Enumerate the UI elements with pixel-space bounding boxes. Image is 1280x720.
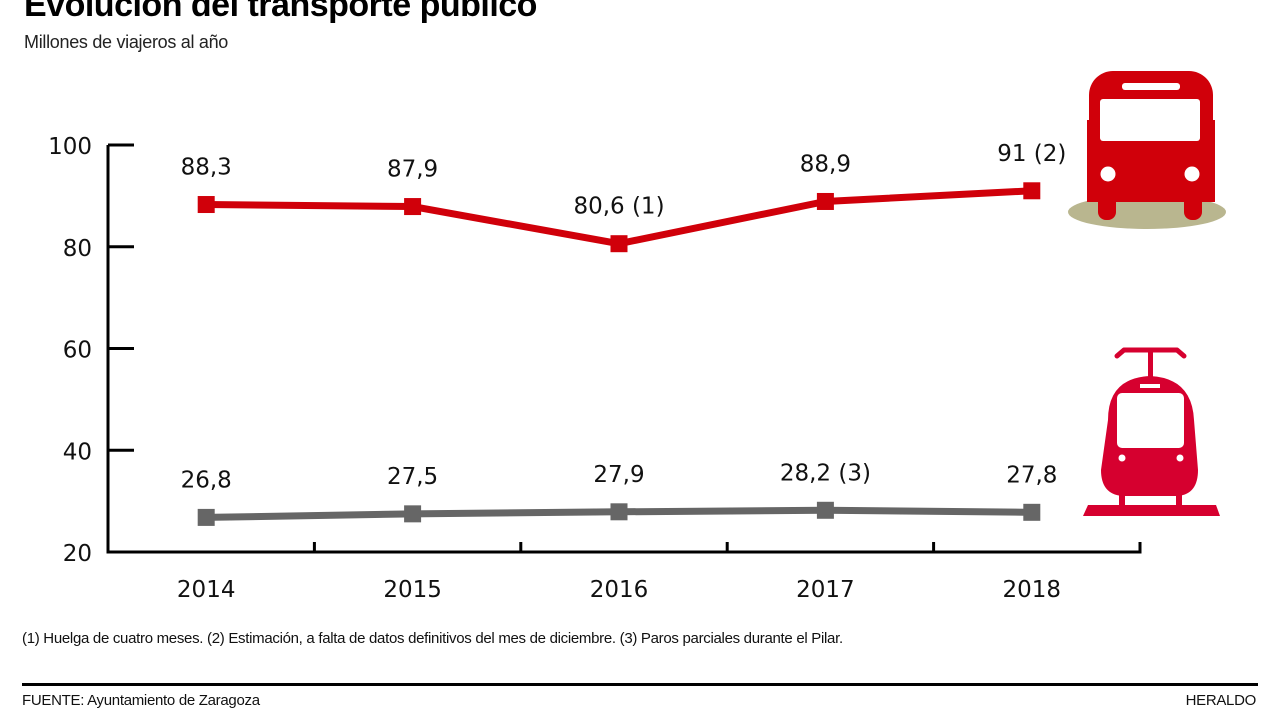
y-tick-label: 80: [63, 236, 92, 262]
data-point-tram: [1023, 503, 1041, 521]
series-layer: [197, 182, 1041, 526]
data-label-tram: 27,8: [1006, 462, 1057, 488]
x-tick-label: 2014: [177, 577, 236, 603]
data-point-tram: [197, 508, 215, 526]
tram-pole: [1148, 350, 1153, 380]
tram-left-light: [1118, 454, 1126, 462]
source-credit: FUENTE: Ayuntamiento de Zaragoza: [22, 692, 260, 709]
axes: 100 80 60 40 20 2014 2015 2016 2017 2018: [48, 134, 1142, 603]
bus-right-wheel: [1184, 192, 1202, 220]
data-point-tram: [610, 503, 628, 521]
x-tick-label: 2015: [383, 577, 442, 603]
data-point-bus: [197, 196, 215, 214]
chart-title: Evolución del transporte público: [24, 0, 537, 24]
x-tick-label: 2017: [796, 577, 855, 603]
data-point-bus: [816, 192, 834, 210]
data-point-bus: [1023, 182, 1041, 200]
tram-icon: [1083, 347, 1220, 516]
x-tick-label: 2016: [590, 577, 649, 603]
publisher-brand: HERALDO: [1185, 692, 1257, 709]
bus-right-headlight: [1184, 166, 1200, 182]
y-tick-label: 60: [63, 338, 92, 364]
tram-left-leg: [1119, 494, 1125, 506]
data-label-bus: 91 (2): [997, 141, 1066, 167]
data-label-tram: 28,2 (3): [780, 460, 871, 486]
chart-subtitle: Millones de viajeros al año: [24, 32, 229, 52]
footer-divider: [22, 683, 1258, 686]
line-chart: 100 80 60 40 20 2014 2015 2016 2017 2018 88,3 87,9…: [48, 71, 1226, 603]
tram-rail: [1083, 505, 1220, 516]
data-label-bus: 80,6 (1): [573, 194, 664, 220]
data-label-bus: 88,3: [181, 155, 232, 181]
data-label-bus: 88,9: [800, 151, 851, 177]
y-tick-label: 20: [63, 541, 92, 567]
bus-windshield: [1100, 99, 1200, 141]
x-tick-label: 2018: [1003, 577, 1062, 603]
data-label-tram: 26,8: [181, 467, 232, 493]
data-point-tram: [816, 501, 834, 519]
y-tick-label: 100: [48, 134, 92, 160]
tram-headsign: [1140, 384, 1160, 388]
data-point-bus: [404, 198, 422, 216]
y-tick-label: 40: [63, 439, 92, 465]
bus-left-wheel: [1098, 192, 1116, 220]
data-label-bus: 87,9: [387, 157, 438, 183]
bus-icon: [1068, 71, 1226, 229]
footnote: (1) Huelga de cuatro meses. (2) Estimaci…: [22, 630, 843, 647]
tram-right-light: [1176, 454, 1184, 462]
data-label-tram: 27,5: [387, 464, 438, 490]
tram-windshield: [1117, 393, 1184, 448]
bus-destination-sign: [1122, 83, 1180, 90]
data-label-tram: 27,9: [593, 462, 644, 488]
data-point-tram: [404, 505, 422, 523]
data-point-bus: [610, 235, 628, 253]
labels-layer: 88,3 87,9 80,6 (1) 88,9 91 (2) 26,8 27,5 27,9 28…: [181, 141, 1067, 494]
tram-right-leg: [1176, 494, 1182, 506]
bus-left-headlight: [1100, 166, 1116, 182]
